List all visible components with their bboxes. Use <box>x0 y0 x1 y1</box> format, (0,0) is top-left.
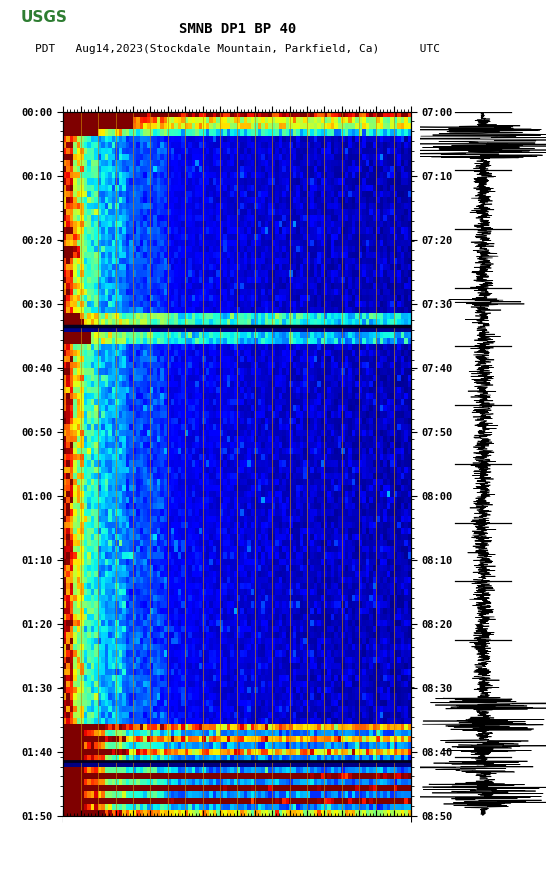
Text: USGS: USGS <box>21 11 68 25</box>
Text: SMNB DP1 BP 40: SMNB DP1 BP 40 <box>179 21 296 36</box>
Text: PDT   Aug14,2023(Stockdale Mountain, Parkfield, Ca)      UTC: PDT Aug14,2023(Stockdale Mountain, Parkf… <box>35 44 440 54</box>
